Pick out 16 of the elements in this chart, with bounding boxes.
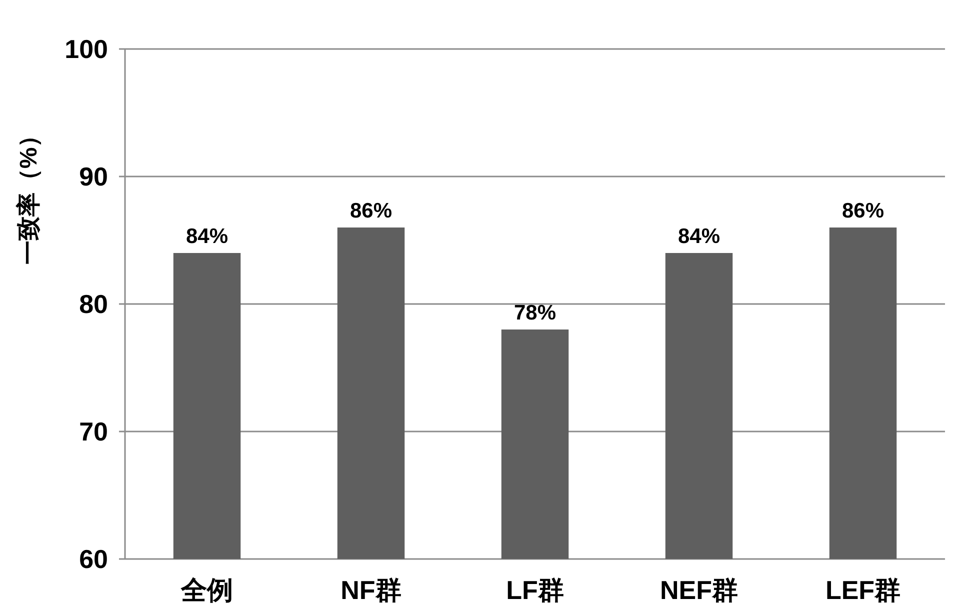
y-tick-label: 70 bbox=[79, 416, 108, 447]
y-tick-label: 90 bbox=[79, 162, 108, 192]
data-label: 84% bbox=[186, 225, 228, 248]
y-axis-title: 一致率（%） bbox=[15, 123, 42, 265]
data-label: 78% bbox=[514, 302, 556, 324]
data-label: 86% bbox=[842, 200, 884, 222]
x-tick-label: NEF群 bbox=[660, 575, 738, 606]
data-label: 86% bbox=[350, 200, 392, 222]
x-tick-label: NF群 bbox=[340, 575, 402, 606]
x-tick-label: LF群 bbox=[506, 575, 564, 606]
y-tick-label: 80 bbox=[79, 289, 108, 320]
x-tick-label: LEF群 bbox=[825, 575, 901, 606]
y-tick-label: 60 bbox=[79, 544, 108, 574]
x-tick-label: 全例 bbox=[180, 575, 233, 606]
data-label: 84% bbox=[678, 225, 720, 248]
y-tick-label: 100 bbox=[64, 34, 108, 64]
